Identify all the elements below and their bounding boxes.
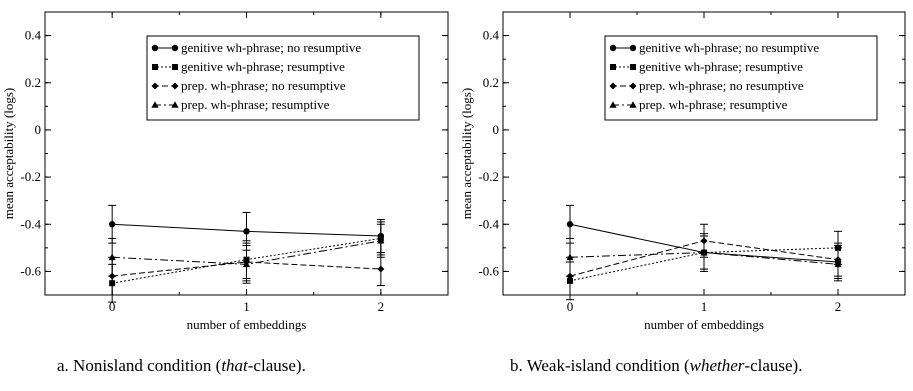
legend-marker xyxy=(630,64,636,70)
data-point xyxy=(108,221,116,228)
caption-b: b. Weak-island condition (whether-clause… xyxy=(510,356,802,376)
x-tick-label: 1 xyxy=(243,299,250,314)
y-tick-label: 0.2 xyxy=(483,75,499,90)
legend-entry: genitive wh-phrase; no resumptive xyxy=(181,40,361,55)
legend-entry: genitive wh-phrase; no resumptive xyxy=(639,40,819,55)
data-point xyxy=(243,228,250,235)
x-tick-label: 0 xyxy=(109,299,116,314)
legend-marker xyxy=(629,44,637,52)
legend-marker xyxy=(609,101,617,108)
legend-marker xyxy=(629,101,637,108)
data-point xyxy=(834,260,842,268)
data-point xyxy=(700,248,708,256)
legend-marker xyxy=(629,82,637,90)
series-3 xyxy=(566,235,842,282)
x-tick-label: 0 xyxy=(567,299,574,314)
y-tick-label: -0.2 xyxy=(478,169,499,184)
data-point xyxy=(377,236,385,244)
y-tick-label: 0.2 xyxy=(25,75,41,90)
y-tick-label: -0.4 xyxy=(20,216,41,231)
legend-marker xyxy=(610,64,616,70)
legend-marker xyxy=(609,44,617,52)
data-point xyxy=(377,265,385,273)
caption-a-emph: that xyxy=(221,356,248,375)
y-tick-label: 0 xyxy=(493,122,500,137)
caption-b-prefix: b. Weak-island condition ( xyxy=(510,356,690,375)
legend-box xyxy=(604,35,878,121)
legend-marker xyxy=(152,64,158,70)
y-axis-label: mean acceptability (logs) xyxy=(1,88,16,219)
x-axis-label: number of embeddings xyxy=(187,317,307,332)
data-point xyxy=(566,221,574,228)
legend-marker xyxy=(151,101,159,108)
x-axis-label: number of embeddings xyxy=(644,317,764,332)
y-tick-label: 0.4 xyxy=(483,28,500,43)
legend-marker xyxy=(609,82,617,90)
legend: genitive wh-phrase; no resumptive genitiv… xyxy=(146,35,420,121)
chart-panel-1: 0.4 0.2 0 -0.2 -0.4 -0.6 0 1 2 number of embeddin… xyxy=(459,11,906,332)
data-point xyxy=(566,253,574,261)
caption-a-suffix: -clause). xyxy=(247,356,306,375)
legend-entry: genitive wh-phrase; resumptive xyxy=(639,59,803,74)
legend-marker xyxy=(171,44,179,52)
caption-b-suffix: -clause). xyxy=(744,356,803,375)
legend-marker xyxy=(172,64,178,70)
legend-marker xyxy=(151,44,159,52)
x-tick-label: 2 xyxy=(378,299,385,314)
y-tick-label: -0.6 xyxy=(20,263,41,278)
legend-marker xyxy=(171,101,179,108)
legend-entry: prep. wh-phrase; resumptive xyxy=(181,97,330,112)
legend-box xyxy=(146,35,420,121)
y-axis-label: mean acceptability (logs) xyxy=(459,88,474,219)
x-tick-label: 1 xyxy=(701,299,708,314)
legend-entry: genitive wh-phrase; resumptive xyxy=(181,59,345,74)
legend-marker xyxy=(151,82,159,90)
y-tick-label: 0 xyxy=(35,122,42,137)
y-tick-label: 0.4 xyxy=(25,28,42,43)
caption-a: a. Nonisland condition (that-clause). xyxy=(57,356,306,376)
legend-entry: prep. wh-phrase; resumptive xyxy=(639,97,788,112)
series-3 xyxy=(108,223,385,284)
legend-entry: prep. wh-phrase; no resumptive xyxy=(639,78,804,93)
legend-entry: prep. wh-phrase; no resumptive xyxy=(181,78,346,93)
y-tick-label: -0.6 xyxy=(478,263,499,278)
caption-a-prefix: a. Nonisland condition ( xyxy=(57,356,222,375)
x-tick-label: 2 xyxy=(835,299,842,314)
data-point xyxy=(242,260,251,268)
y-tick-label: -0.2 xyxy=(20,169,41,184)
legend-marker xyxy=(171,82,179,90)
chart-panel-0: 0.4 0.2 0 -0.2 -0.4 -0.6 0 1 2 number of embeddin… xyxy=(1,11,449,332)
caption-b-emph: whether xyxy=(689,356,745,375)
data-point xyxy=(108,253,116,261)
legend: genitive wh-phrase; no resumptive genitiv… xyxy=(604,35,878,121)
y-tick-label: -0.4 xyxy=(478,216,499,231)
